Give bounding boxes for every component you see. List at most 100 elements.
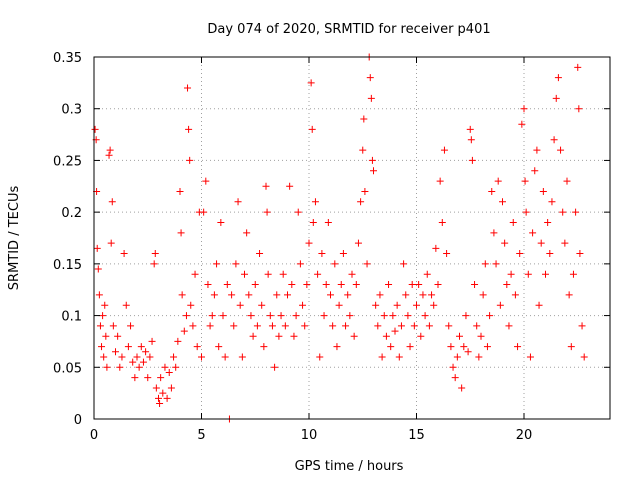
- data-point: [286, 182, 294, 190]
- data-point: [471, 281, 479, 289]
- x-tick-label: 10: [301, 428, 318, 443]
- data-point: [176, 187, 184, 195]
- data-point: [445, 322, 453, 330]
- data-point: [177, 229, 185, 237]
- data-point: [273, 291, 281, 299]
- data-point: [262, 182, 270, 190]
- data-point: [327, 291, 334, 299]
- data-point: [428, 291, 436, 299]
- data-point: [324, 218, 332, 226]
- data-point: [453, 353, 461, 361]
- data-point: [443, 250, 451, 258]
- data-point: [314, 270, 322, 278]
- data-point: [494, 177, 502, 185]
- data-point: [263, 208, 271, 216]
- data-point: [264, 270, 272, 278]
- data-point: [253, 322, 261, 330]
- data-point: [163, 394, 171, 402]
- data-point: [106, 146, 114, 154]
- data-point: [236, 301, 244, 309]
- data-point: [477, 332, 485, 340]
- data-point: [572, 208, 580, 216]
- data-point: [430, 301, 438, 309]
- data-point: [575, 105, 583, 113]
- data-point: [438, 218, 446, 226]
- data-point: [294, 208, 302, 216]
- data-point: [165, 368, 173, 376]
- data-point: [554, 74, 562, 82]
- data-point: [185, 125, 193, 133]
- data-point: [213, 260, 221, 268]
- data-point: [419, 291, 427, 299]
- data-point: [524, 270, 532, 278]
- data-point: [99, 312, 107, 320]
- data-point: [337, 281, 345, 289]
- data-point: [275, 332, 283, 340]
- data-point: [210, 291, 218, 299]
- data-point: [335, 301, 343, 309]
- data-point: [118, 353, 126, 361]
- data-point: [268, 322, 276, 330]
- plot-frame: [93, 56, 611, 420]
- data-point: [277, 312, 285, 320]
- data-point: [309, 218, 317, 226]
- x-tick-label: 5: [197, 428, 205, 443]
- data-point: [247, 312, 255, 320]
- data-points: [91, 53, 588, 423]
- data-point: [378, 353, 386, 361]
- data-point: [308, 125, 316, 133]
- data-point: [122, 301, 130, 309]
- data-point: [400, 260, 408, 268]
- data-point: [182, 312, 190, 320]
- data-point: [288, 281, 296, 289]
- data-point: [200, 208, 208, 216]
- data-point: [367, 94, 375, 102]
- data-point: [279, 270, 287, 278]
- data-point: [529, 229, 537, 237]
- data-point: [576, 250, 584, 258]
- data-point: [561, 239, 569, 247]
- data-point: [107, 239, 115, 247]
- data-point: [467, 136, 475, 144]
- data-point: [537, 239, 545, 247]
- data-point: [167, 384, 175, 392]
- data-point: [94, 265, 102, 273]
- data-point: [322, 281, 330, 289]
- data-point: [217, 218, 225, 226]
- data-point: [425, 322, 433, 330]
- data-point: [490, 229, 498, 237]
- data-point: [339, 250, 347, 258]
- data-point: [331, 260, 339, 268]
- data-point: [292, 312, 300, 320]
- data-point: [311, 198, 319, 206]
- data-point: [539, 187, 547, 195]
- data-point: [116, 363, 124, 371]
- data-point: [421, 312, 429, 320]
- data-point: [266, 312, 274, 320]
- data-point: [408, 281, 416, 289]
- data-point: [479, 291, 487, 299]
- data-point: [374, 322, 382, 330]
- data-point: [290, 332, 298, 340]
- data-point: [184, 84, 192, 92]
- data-point: [361, 187, 369, 195]
- data-point: [380, 312, 388, 320]
- data-point: [142, 348, 150, 356]
- data-point: [417, 332, 425, 340]
- data-point: [415, 281, 423, 289]
- data-point: [223, 281, 231, 289]
- data-point: [228, 291, 236, 299]
- data-point: [516, 250, 524, 258]
- data-point: [114, 332, 122, 340]
- data-point: [284, 291, 291, 299]
- data-point: [423, 270, 431, 278]
- data-point: [157, 374, 165, 382]
- data-point: [357, 198, 365, 206]
- data-point: [466, 125, 474, 133]
- data-point: [509, 218, 517, 226]
- data-point: [464, 348, 472, 356]
- data-point: [161, 363, 169, 371]
- data-point: [305, 239, 313, 247]
- data-point: [542, 270, 549, 278]
- data-point: [102, 332, 110, 340]
